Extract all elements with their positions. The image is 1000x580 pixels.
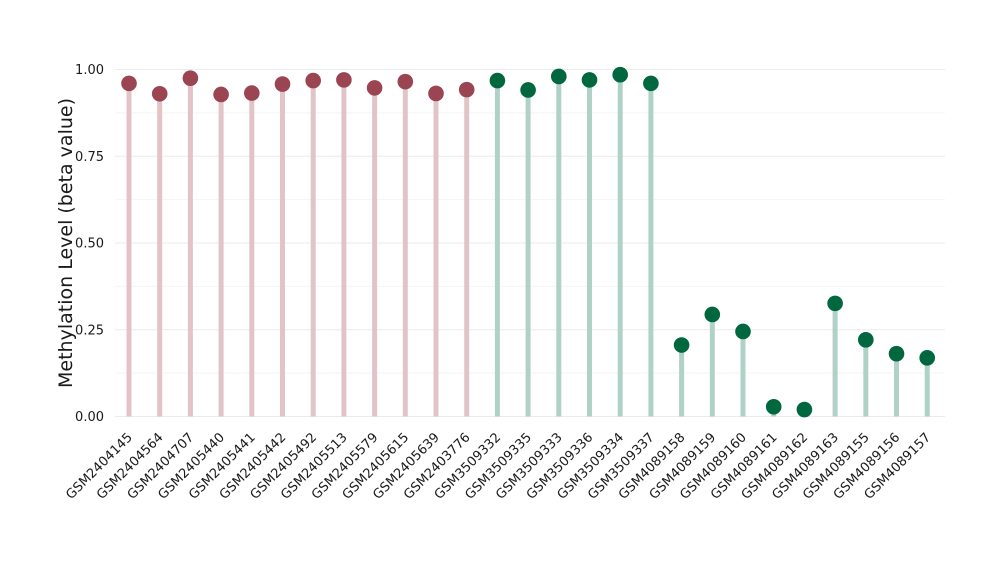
y-tick-label: 1.00 [75,63,104,78]
data-point [458,81,475,98]
y-axis-title: Methylation Level (beta value) [55,98,77,388]
y-tick-label: 0.00 [75,410,104,425]
data-point [888,345,905,362]
data-point [366,80,383,96]
data-point [765,398,782,415]
data-point [673,337,690,353]
y-axis-ticks: 0.00 0.25 0.50 0.75 1.00 [75,63,104,425]
data-point [919,350,935,366]
data-point [551,68,567,85]
data-point [151,85,168,102]
data-point [489,72,506,89]
x-axis-labels: GSM2404145GSM2404564GSM2404707GSM2405440… [63,430,934,502]
data-point [121,75,137,92]
data-point [612,66,628,83]
data-point [643,75,659,92]
data-point [244,85,260,101]
data-point [735,323,751,340]
y-tick-label: 0.75 [75,150,104,165]
data-point [213,86,229,103]
data-point [182,70,199,86]
data-point [796,401,813,418]
data-point [428,85,444,102]
data-point [827,295,843,312]
data-point [520,82,536,98]
data-point [397,73,414,90]
data-point [581,72,598,88]
data-point [858,332,874,348]
dot-layer [121,66,935,418]
data-point [336,72,352,88]
y-tick-label: 0.25 [75,323,104,338]
data-point [305,72,322,89]
data-point [704,306,721,323]
y-tick-label: 0.50 [75,237,104,252]
data-point [274,76,291,92]
stem-layer [126,74,930,417]
